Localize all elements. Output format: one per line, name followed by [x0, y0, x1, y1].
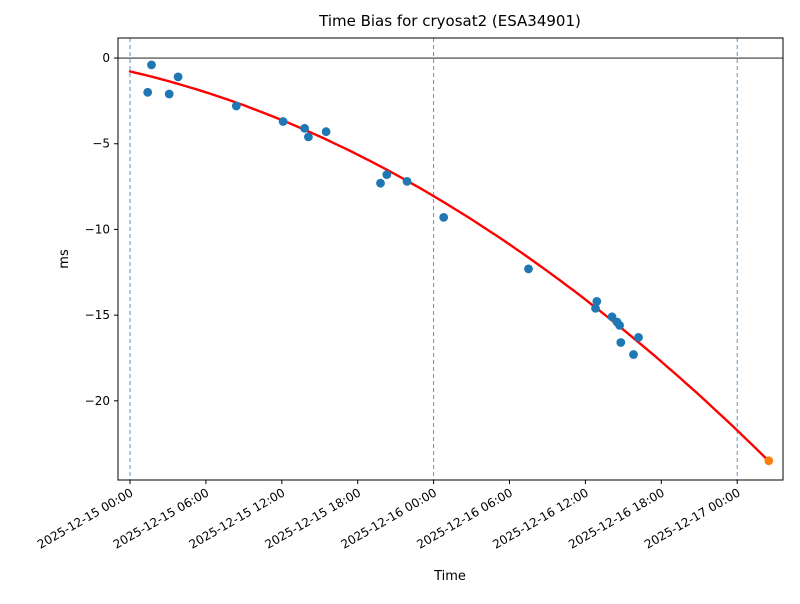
- data-point: [592, 297, 602, 306]
- plot-border: [117, 37, 784, 481]
- data-point: [304, 132, 313, 142]
- fit-line: [128, 70, 770, 463]
- latest-point: [764, 456, 774, 466]
- data-point: [278, 117, 288, 126]
- data-point: [164, 89, 174, 99]
- grid-layer: [118, 38, 783, 480]
- data-point: [591, 303, 600, 313]
- data-point: [402, 177, 412, 186]
- x-axis-label: Time: [433, 569, 466, 584]
- data-point: [173, 72, 183, 82]
- data-point: [524, 264, 533, 274]
- data-point: [321, 127, 331, 137]
- data-point: [616, 338, 626, 347]
- y-tick-label: −10: [85, 222, 110, 236]
- data-point: [300, 123, 309, 133]
- y-tick-label: 0: [102, 51, 110, 65]
- data-point: [231, 101, 241, 111]
- chart-title: Time Bias for cryosat2 (ESA34901): [318, 12, 581, 30]
- data-point: [382, 170, 392, 180]
- y-tick-label: −20: [85, 394, 110, 408]
- data-point: [439, 213, 449, 222]
- y-axis-label: ms: [57, 249, 72, 269]
- y-tick-label: −15: [85, 308, 110, 322]
- data-point: [629, 350, 638, 359]
- data-point: [143, 87, 153, 97]
- data-point: [615, 321, 624, 330]
- y-tick-label: −5: [92, 137, 110, 151]
- data-layer: [128, 60, 774, 466]
- data-point: [376, 178, 385, 188]
- data-point: [147, 60, 156, 70]
- data-point: [634, 333, 643, 342]
